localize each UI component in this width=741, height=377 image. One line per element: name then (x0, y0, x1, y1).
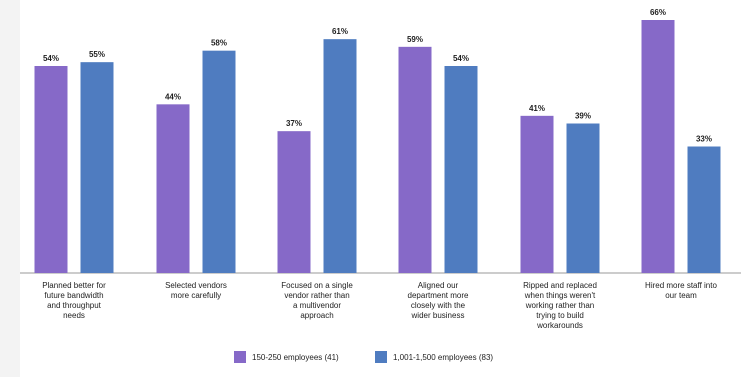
bar-large-1 (80, 62, 114, 273)
value-label-large-4: 54% (453, 54, 469, 63)
bar-small-1 (34, 66, 68, 273)
legend-label-1: 150-250 employees (41) (252, 353, 339, 362)
legend-swatch-1 (234, 351, 246, 363)
value-label-large-6: 33% (696, 135, 712, 144)
bar-large-4 (444, 66, 478, 273)
bar-large-2 (202, 50, 236, 273)
bar-small-3 (277, 131, 311, 273)
category-label-6: Hired more staff into our team (645, 281, 717, 300)
bar-small-2 (156, 104, 190, 273)
bar-small-5 (520, 115, 554, 273)
value-label-small-3: 37% (286, 119, 302, 128)
value-label-large-5: 39% (575, 112, 591, 121)
category-label-3: Focused on a single vendor rather than a m… (281, 281, 353, 320)
category-labels-group: Planned better for future bandwidth and th… (42, 281, 717, 330)
bar-chart: 54% 55% 44% 58% 37% 61% 59% 54% 41% 39% 66% 33% Pla… (20, 8, 741, 363)
legend-label-2: 1,001-1,500 employees (83) (393, 353, 493, 362)
value-label-small-5: 41% (529, 104, 545, 113)
bars-group (34, 20, 721, 274)
value-labels-group: 54% 55% 44% 58% 37% 61% 59% 54% 41% 39% 66% 33% (43, 8, 712, 144)
value-label-small-1: 54% (43, 54, 59, 63)
bar-small-6 (641, 20, 675, 273)
category-label-2: Selected vendors more carefully (165, 281, 227, 300)
category-label-5: Ripped and replaced when things weren't wo… (523, 281, 597, 330)
value-label-large-3: 61% (332, 27, 348, 36)
bar-small-4 (398, 46, 432, 274)
value-label-large-1: 55% (89, 50, 105, 59)
value-label-large-2: 58% (211, 39, 227, 48)
legend: 150-250 employees (41) 1,001-1,500 employ… (234, 351, 493, 363)
category-label-1: Planned better for future bandwidth and th… (42, 281, 106, 320)
category-label-4: Aligned our department more closely with t… (408, 281, 469, 320)
value-label-small-4: 59% (407, 35, 423, 44)
bar-large-5 (566, 123, 600, 273)
legend-swatch-2 (375, 351, 387, 363)
value-label-small-2: 44% (165, 92, 181, 101)
bar-large-6 (687, 146, 721, 273)
chart-panel: 54% 55% 44% 58% 37% 61% 59% 54% 41% 39% 66% 33% Pla… (20, 0, 741, 377)
value-label-small-6: 66% (650, 8, 666, 17)
bar-large-3 (323, 39, 357, 273)
